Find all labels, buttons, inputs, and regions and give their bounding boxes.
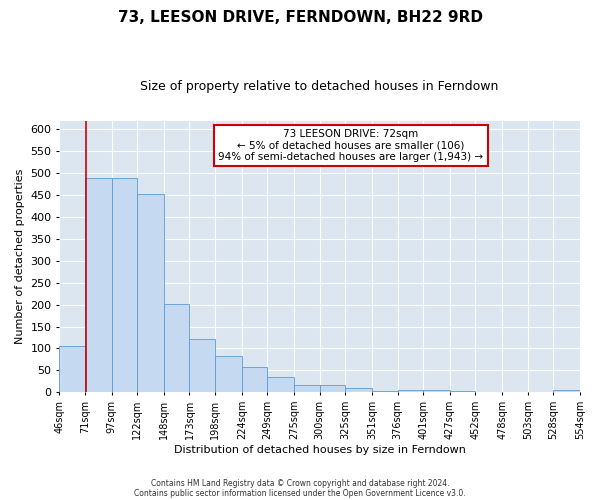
Bar: [85, 178, 112, 392]
Bar: [553, 390, 580, 392]
Bar: [137, 194, 164, 392]
Bar: [320, 385, 345, 392]
Bar: [164, 304, 190, 392]
Bar: [190, 340, 215, 392]
Title: Size of property relative to detached houses in Ferndown: Size of property relative to detached ho…: [140, 80, 499, 93]
Bar: [294, 386, 320, 392]
Text: 73, LEESON DRIVE, FERNDOWN, BH22 9RD: 73, LEESON DRIVE, FERNDOWN, BH22 9RD: [118, 10, 482, 25]
X-axis label: Distribution of detached houses by size in Ferndown: Distribution of detached houses by size …: [174, 445, 466, 455]
Bar: [268, 377, 294, 392]
Y-axis label: Number of detached properties: Number of detached properties: [15, 168, 25, 344]
Bar: [112, 178, 137, 392]
Bar: [372, 391, 398, 392]
Text: 73 LEESON DRIVE: 72sqm
← 5% of detached houses are smaller (106)
94% of semi-det: 73 LEESON DRIVE: 72sqm ← 5% of detached …: [218, 128, 484, 162]
Bar: [215, 356, 242, 393]
Bar: [423, 390, 450, 392]
Bar: [398, 390, 423, 392]
Bar: [242, 368, 268, 392]
Text: Contains public sector information licensed under the Open Government Licence v3: Contains public sector information licen…: [134, 488, 466, 498]
Bar: [59, 346, 85, 393]
Bar: [345, 388, 372, 392]
Text: Contains HM Land Registry data © Crown copyright and database right 2024.: Contains HM Land Registry data © Crown c…: [151, 478, 449, 488]
